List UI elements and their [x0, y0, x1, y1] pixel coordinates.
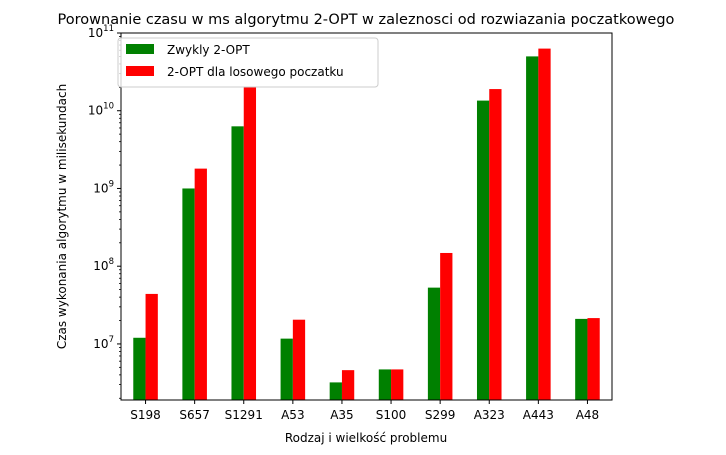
x-tick-label-a48: A48: [576, 408, 599, 422]
x-tick-label-s657: S657: [179, 408, 210, 422]
bar-losowy-a48: [587, 318, 600, 400]
y-tick-label-1e7: 107: [93, 335, 114, 351]
bar-losowy-a323: [489, 89, 502, 400]
bar-zwykly-a443: [526, 56, 539, 401]
bar-losowy-s299: [440, 252, 453, 400]
bar-zwykly-a35: [329, 382, 342, 400]
x-tick-label-s299: S299: [425, 408, 456, 422]
legend-label-zwykly: Zwykly 2-OPT: [167, 43, 250, 57]
x-tick-label-a443: A443: [523, 408, 554, 422]
bar-zwykly-s198: [133, 337, 146, 400]
legend-swatch-zwykly: [126, 44, 154, 54]
legend-box: [117, 37, 379, 88]
y-axis-title: Czas wykonania algorytmu w milisekundach: [55, 84, 69, 349]
bar-losowy-a35: [341, 370, 355, 400]
bar-losowy-a53: [292, 319, 306, 400]
x-axis: S198 S657 S1291 A53 A35 S100 S299 A323 A443 A48: [130, 400, 599, 422]
bar-losowy-s657: [194, 168, 207, 400]
bar-zwykly-a48: [575, 318, 588, 400]
plot-frame: [120, 32, 613, 401]
bar-zwykly-s299: [427, 287, 441, 400]
y-tick-label-1e8: 108: [93, 257, 114, 273]
bar-losowy-s100: [391, 369, 404, 400]
chart-title: Porownanie czasu w ms algorytmu 2-OPT w …: [58, 12, 675, 28]
bar-zwykly-a323: [476, 100, 490, 400]
legend: Zwykly 2-OPT 2-OPT dla losowego poczatku: [117, 37, 379, 88]
x-tick-label-s198: S198: [130, 408, 161, 422]
bar-zwykly-a53: [280, 338, 293, 400]
y-tick-label-1e9: 109: [93, 179, 114, 195]
x-tick-label-a35: A35: [330, 408, 353, 422]
x-tick-label-s1291: S1291: [225, 408, 263, 422]
x-axis-title: Rodzaj i wielkość problemu: [285, 431, 447, 445]
bar-losowy-s1291: [243, 86, 257, 400]
bar-losowy-a443: [538, 48, 551, 400]
x-tick-label-s100: S100: [376, 408, 407, 422]
legend-label-losowy: 2-OPT dla losowego poczatku: [167, 65, 344, 79]
bar-zwykly-s1291: [231, 126, 244, 400]
y-tick-label-1e11: 1011: [88, 24, 114, 40]
bar-losowy-s198: [145, 293, 158, 400]
plot-area: [133, 48, 600, 401]
y-tick-label-1e10: 1010: [88, 102, 114, 118]
x-tick-label-a323: A323: [474, 408, 505, 422]
legend-swatch-losowy: [126, 66, 154, 76]
x-tick-label-a53: A53: [281, 408, 304, 422]
y-axis: 107 108 109 1010 1011: [88, 24, 121, 399]
bar-zwykly-s657: [182, 188, 195, 400]
bar-zwykly-s100: [378, 369, 392, 400]
